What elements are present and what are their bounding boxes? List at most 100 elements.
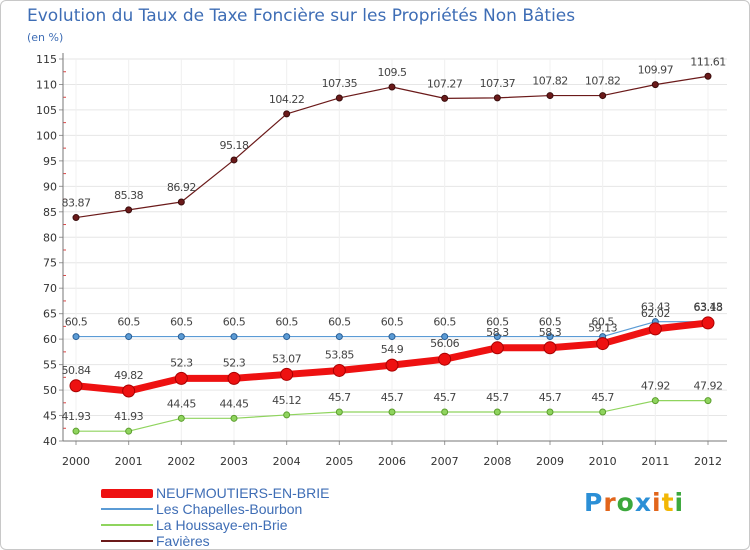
data-label-neufmoutiers-en-brie: 56.06 (430, 337, 459, 350)
data-point-la-houssaye-en-brie (72, 427, 80, 435)
data-label-les-chapelles-bourbon: 60.5 (65, 316, 88, 329)
data-point-la-houssaye-en-brie (335, 408, 343, 416)
logo-letter: r (603, 488, 617, 517)
data-point-favieres (125, 206, 133, 214)
y-tick-label: 40 (43, 435, 57, 448)
data-point-neufmoutiers-en-brie (648, 322, 662, 336)
data-label-la-houssaye-en-brie: 44.45 (167, 397, 196, 410)
data-point-favieres (335, 94, 343, 102)
x-tick-label: 2005 (325, 455, 353, 468)
data-label-les-chapelles-bourbon: 60.5 (486, 316, 509, 329)
data-label-neufmoutiers-en-brie: 58.3 (486, 326, 509, 339)
y-tick-label: 90 (43, 180, 57, 193)
data-point-neufmoutiers-en-brie (490, 341, 504, 355)
data-point-favieres (283, 110, 291, 118)
data-label-la-houssaye-en-brie: 41.93 (114, 410, 143, 423)
data-label-neufmoutiers-en-brie: 50.84 (62, 364, 91, 377)
data-label-neufmoutiers-en-brie: 53.07 (272, 352, 301, 365)
data-point-la-houssaye-en-brie (125, 427, 133, 435)
data-point-les-chapelles-bourbon (546, 333, 554, 341)
x-tick-label: 2002 (167, 455, 195, 468)
data-point-les-chapelles-bourbon (177, 333, 185, 341)
legend-swatch-favieres (101, 540, 153, 542)
data-point-neufmoutiers-en-brie (438, 352, 452, 366)
data-label-la-houssaye-en-brie: 45.7 (381, 391, 404, 404)
data-point-les-chapelles-bourbon (493, 333, 501, 341)
y-tick-label: 60 (43, 333, 57, 346)
data-point-les-chapelles-bourbon (388, 333, 396, 341)
data-label-la-houssaye-en-brie: 45.7 (539, 391, 562, 404)
data-point-neufmoutiers-en-brie (596, 337, 610, 351)
y-tick-label: 45 (43, 410, 57, 423)
data-label-favieres: 104.22 (269, 93, 305, 106)
y-axis-unit-label: (en %) (27, 31, 64, 44)
legend-item-favieres: Favières (101, 533, 361, 549)
data-label-la-houssaye-en-brie: 45.7 (486, 391, 509, 404)
data-label-neufmoutiers-en-brie: 62.02 (641, 307, 670, 320)
data-label-la-houssaye-en-brie: 45.12 (272, 394, 301, 407)
logo-letter: o (616, 488, 635, 517)
logo-letter: t (661, 488, 675, 517)
data-point-neufmoutiers-en-brie (385, 358, 399, 372)
data-point-favieres (704, 72, 712, 80)
data-label-favieres: 86.92 (167, 181, 196, 194)
data-label-les-chapelles-bourbon: 60.5 (117, 316, 140, 329)
x-tick-label: 2009 (536, 455, 564, 468)
data-point-les-chapelles-bourbon (230, 333, 238, 341)
data-point-les-chapelles-bourbon (72, 333, 80, 341)
data-label-la-houssaye-en-brie: 45.7 (591, 391, 614, 404)
legend: NEUFMOUTIERS-EN-BRIE Les Chapelles-Bourb… (101, 485, 361, 549)
data-label-neufmoutiers-en-brie: 53.85 (325, 348, 354, 361)
data-label-favieres: 107.82 (532, 75, 568, 88)
data-label-favieres: 111.61 (690, 55, 726, 68)
data-label-les-chapelles-bourbon: 60.5 (328, 316, 351, 329)
data-label-favieres: 109.97 (638, 64, 674, 77)
data-label-favieres: 107.82 (585, 75, 621, 88)
data-point-neufmoutiers-en-brie (280, 367, 294, 381)
data-point-les-chapelles-bourbon (283, 333, 291, 341)
data-label-les-chapelles-bourbon: 63.43 (694, 301, 723, 314)
x-tick-label: 2008 (483, 455, 511, 468)
data-point-favieres (599, 92, 607, 100)
data-point-les-chapelles-bourbon (335, 333, 343, 341)
legend-label-favieres: Favières (156, 533, 210, 549)
data-label-neufmoutiers-en-brie: 63.18 (694, 301, 723, 314)
data-label-les-chapelles-bourbon: 60.5 (275, 316, 298, 329)
x-tick-label: 2004 (273, 455, 301, 468)
data-point-la-houssaye-en-brie (441, 408, 449, 416)
data-point-favieres (651, 81, 659, 89)
logo-letter: P (584, 488, 604, 517)
x-tick-label: 2001 (115, 455, 143, 468)
data-point-la-houssaye-en-brie (388, 408, 396, 416)
y-tick-label: 110 (36, 78, 57, 91)
x-tick-label: 2012 (694, 455, 722, 468)
logo-letter: i (652, 488, 662, 517)
y-tick-label: 75 (43, 257, 57, 270)
data-point-neufmoutiers-en-brie (332, 363, 346, 377)
data-label-les-chapelles-bourbon: 60.5 (381, 316, 404, 329)
x-tick-label: 2011 (641, 455, 669, 468)
y-tick-label: 50 (43, 384, 57, 397)
data-label-la-houssaye-en-brie: 45.7 (433, 391, 456, 404)
data-point-neufmoutiers-en-brie (122, 384, 136, 398)
legend-label-neufmoutiers: NEUFMOUTIERS-EN-BRIE (156, 485, 330, 501)
y-tick-label: 80 (43, 231, 57, 244)
data-label-la-houssaye-en-brie: 41.93 (62, 410, 91, 423)
data-point-favieres (230, 156, 238, 164)
legend-item-chapelles-bourbon: Les Chapelles-Bourbon (101, 501, 361, 517)
line-chart: 40 45 50 55 60 65 70 75 80 85 90 95 100 105 110 115 2000… (36, 53, 727, 468)
data-point-la-houssaye-en-brie (546, 408, 554, 416)
data-point-la-houssaye-en-brie (651, 397, 659, 405)
data-label-la-houssaye-en-brie: 47.92 (694, 380, 723, 393)
data-point-favieres (546, 92, 554, 100)
data-label-favieres: 83.87 (62, 197, 91, 210)
data-point-les-chapelles-bourbon (125, 333, 133, 341)
x-tick-label: 2007 (431, 455, 459, 468)
x-tick-label: 2010 (589, 455, 617, 468)
data-label-les-chapelles-bourbon: 60.5 (223, 316, 246, 329)
proxiti-logo: Proxiti (584, 488, 684, 517)
data-point-la-houssaye-en-brie (283, 411, 291, 419)
data-label-favieres: 95.18 (220, 139, 249, 152)
chart-title: Evolution du Taux de Taxe Foncière sur l… (27, 6, 576, 26)
